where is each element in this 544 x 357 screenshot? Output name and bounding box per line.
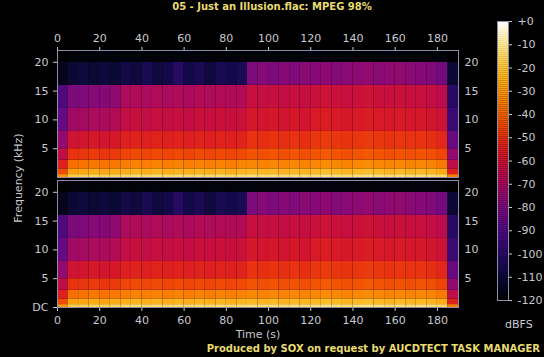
svg-text:160: 160: [385, 32, 406, 45]
svg-text:20: 20: [35, 186, 49, 199]
svg-text:140: 140: [342, 314, 363, 327]
html-text:05 - Just an Illusion.flac: MP: 05 - Just an Illusion.flac: MPEG 98%: [172, 1, 372, 12]
svg-text:60: 60: [177, 32, 191, 45]
svg-text:-40: -40: [518, 108, 536, 121]
svg-text:15: 15: [35, 215, 49, 228]
svg-text:-20: -20: [518, 62, 536, 75]
svg-text:5: 5: [42, 272, 49, 285]
svg-text:15: 15: [465, 85, 479, 98]
svg-text:180: 180: [427, 314, 448, 327]
svg-text:-70: -70: [518, 178, 536, 191]
svg-text:-10: -10: [518, 38, 536, 51]
svg-text:0: 0: [54, 32, 61, 45]
svg-text:120: 120: [300, 314, 321, 327]
svg-text:-120: -120: [518, 294, 543, 307]
svg-text:10: 10: [465, 113, 479, 126]
svg-text:15: 15: [35, 85, 49, 98]
svg-text:5: 5: [42, 142, 49, 155]
svg-text:-60: -60: [518, 155, 536, 168]
svg-text:-50: -50: [518, 131, 536, 144]
svg-text:140: 140: [342, 32, 363, 45]
svg-text:10: 10: [35, 113, 49, 126]
svg-text:40: 40: [135, 32, 149, 45]
svg-text:15: 15: [465, 215, 479, 228]
svg-text:+0: +0: [518, 15, 534, 28]
svg-text:20: 20: [465, 56, 479, 69]
svg-text:40: 40: [135, 314, 149, 327]
html-text:Frequency (kHz): Frequency (kHz): [11, 133, 25, 223]
svg-text:-80: -80: [518, 201, 536, 214]
svg-text:120: 120: [300, 32, 321, 45]
svg-text:-110: -110: [518, 271, 543, 284]
svg-text:80: 80: [219, 32, 233, 45]
svg-text:20: 20: [93, 32, 107, 45]
svg-text:-90: -90: [518, 224, 536, 237]
svg-text:10: 10: [465, 243, 479, 256]
svg-text:160: 160: [385, 314, 406, 327]
html-text:dBFS: dBFS: [505, 318, 533, 331]
svg-text:Time (s): Time (s): [235, 328, 281, 341]
svg-text:-30: -30: [518, 85, 536, 98]
svg-text:5: 5: [465, 272, 472, 285]
svg-text:0: 0: [54, 314, 61, 327]
svg-text:-100: -100: [518, 248, 543, 261]
svg-text:100: 100: [258, 32, 279, 45]
svg-text:20: 20: [465, 186, 479, 199]
svg-text:180: 180: [427, 32, 448, 45]
svg-text:100: 100: [258, 314, 279, 327]
svg-text:20: 20: [93, 314, 107, 327]
svg-text:10: 10: [35, 243, 49, 256]
svg-text:5: 5: [465, 142, 472, 155]
svg-text:20: 20: [35, 56, 49, 69]
html-text:Produced by SOX on request by: Produced by SOX on request by AUCDTECT T…: [206, 343, 540, 354]
svg-text:60: 60: [177, 314, 191, 327]
svg-text:80: 80: [219, 314, 233, 327]
svg-text:DC: DC: [32, 301, 48, 314]
